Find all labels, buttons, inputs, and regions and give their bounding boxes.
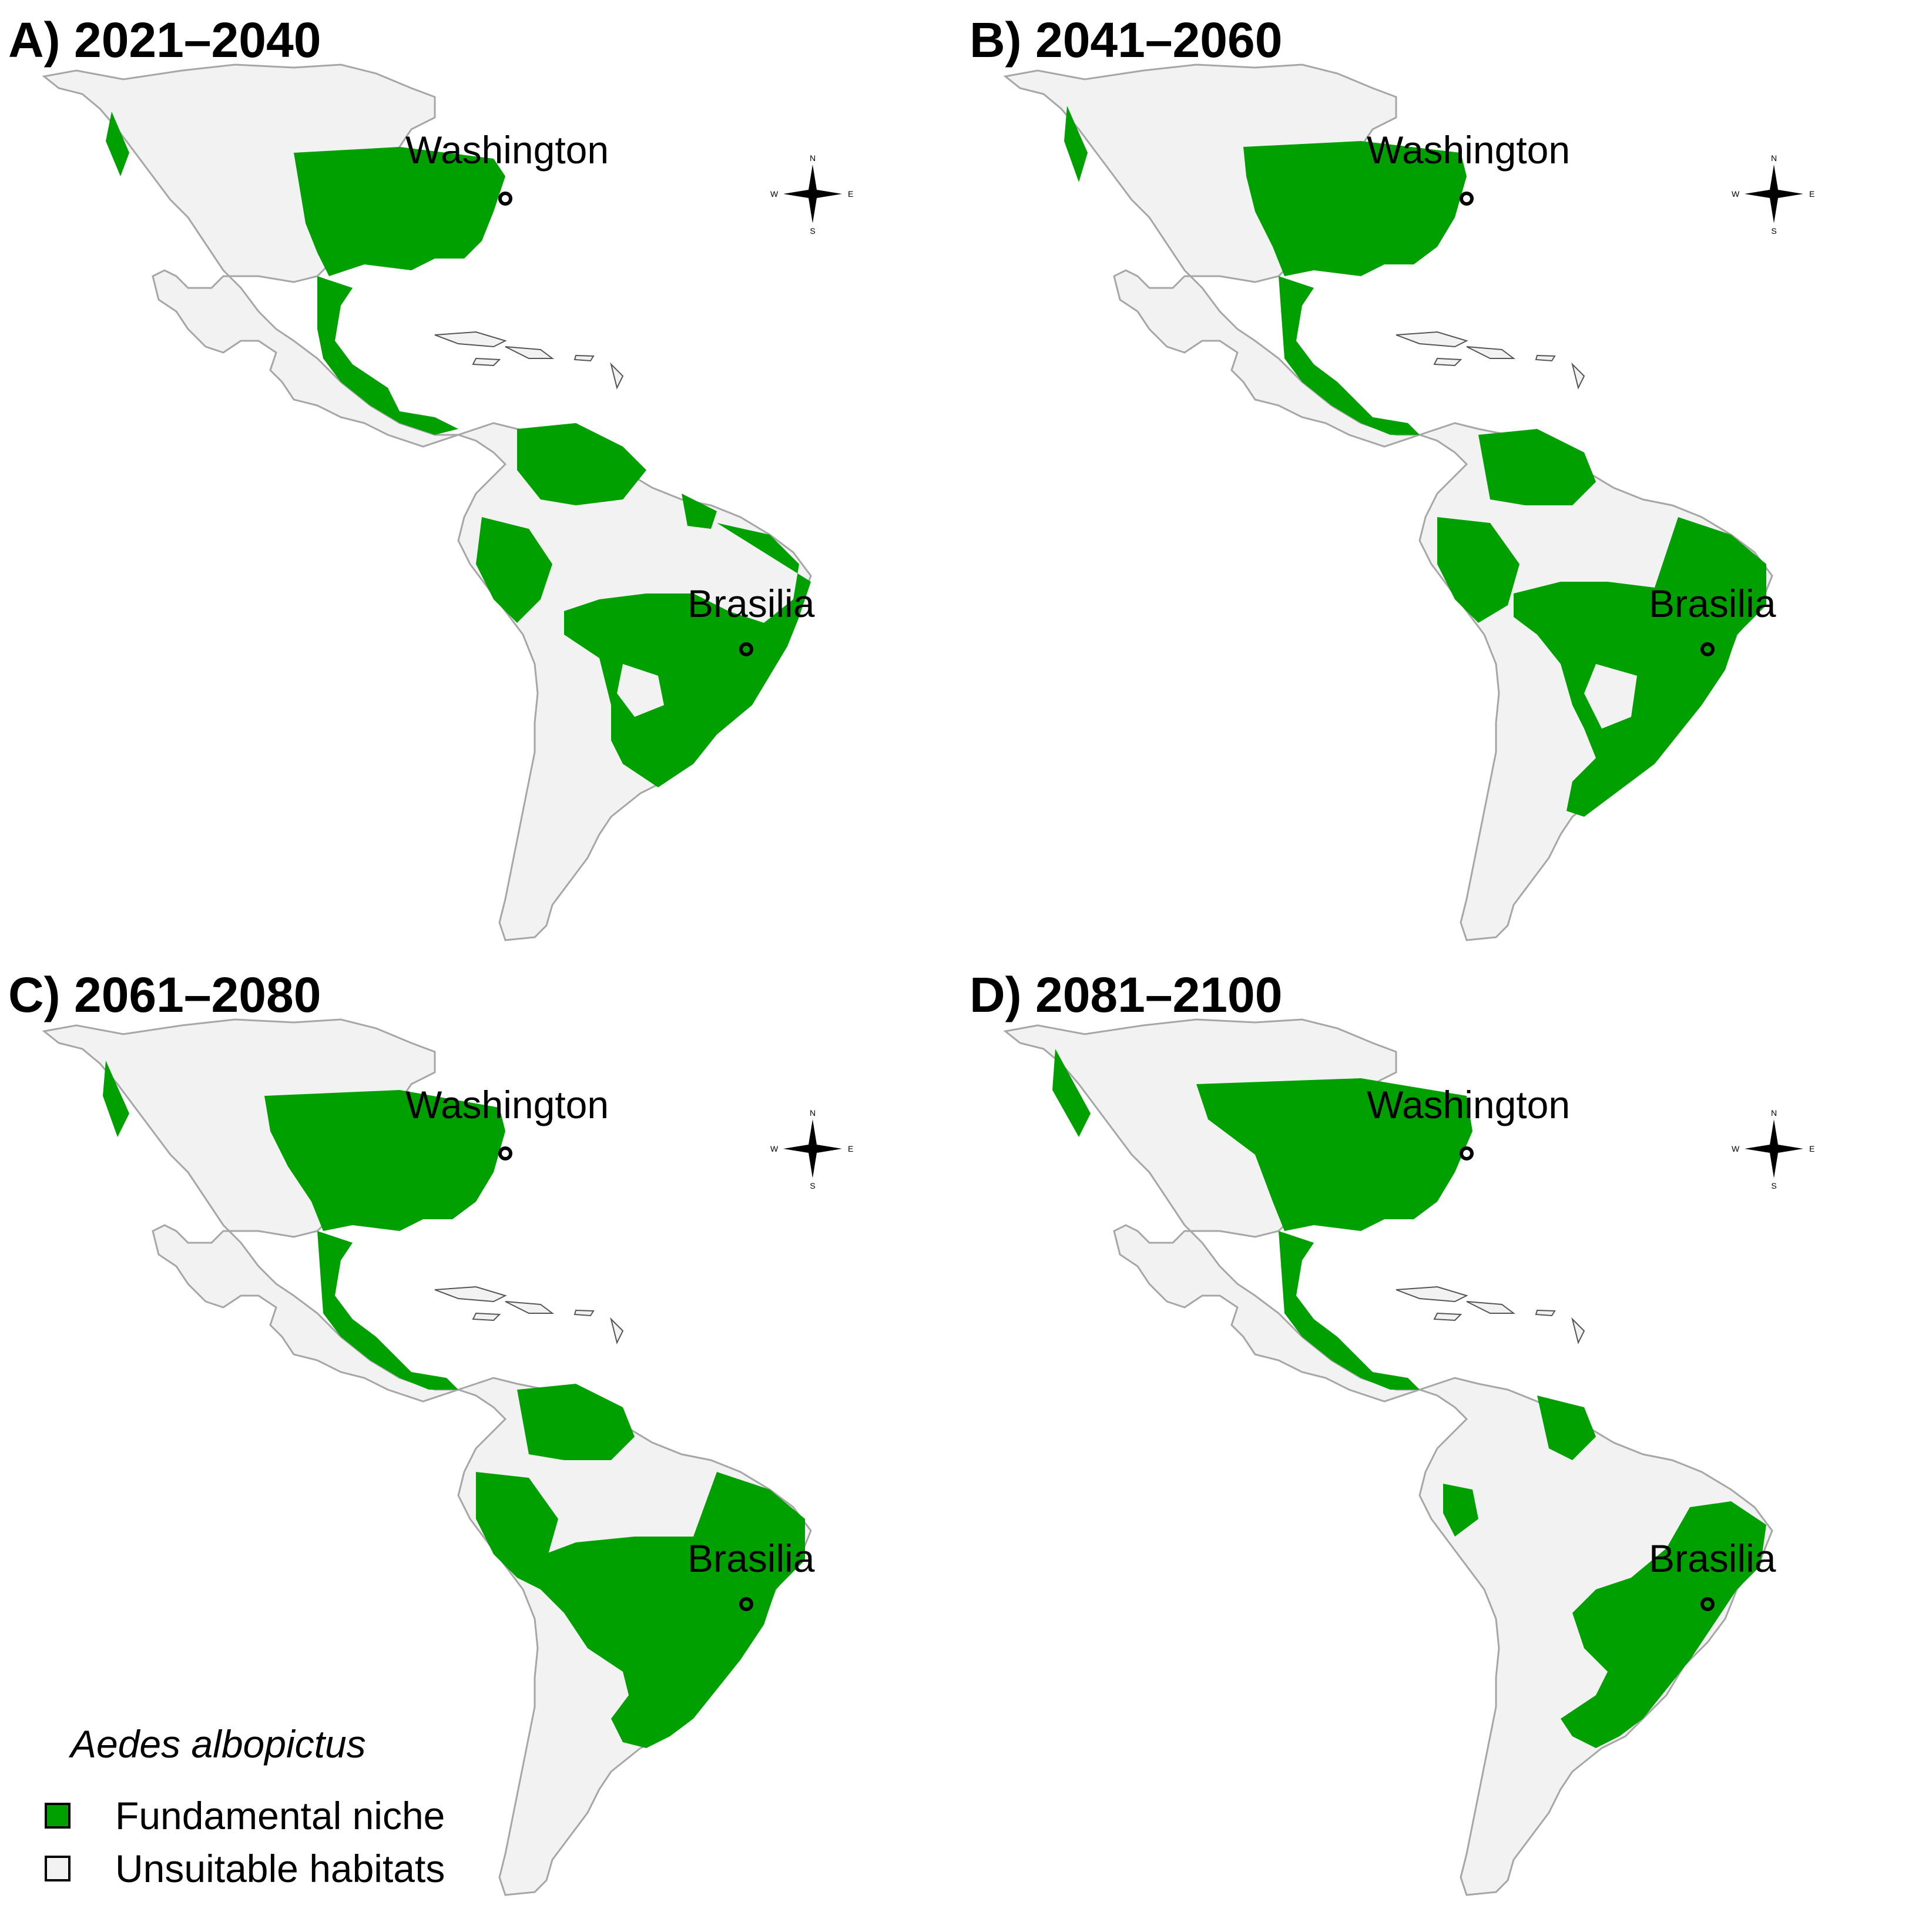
map-canvas: Washington Brasilia N S E W <box>1004 1018 1814 1896</box>
svg-text:W: W <box>1732 189 1740 199</box>
compass-rose-icon: N S E W <box>770 153 853 236</box>
svg-text:W: W <box>770 189 779 199</box>
city-marker-brasilia: Brasilia <box>1649 1537 1776 1611</box>
svg-text:E: E <box>1809 1144 1814 1153</box>
panel-title: D) 2081–2100 <box>970 967 1283 1022</box>
map-canvas: Washington Brasilia N S E W <box>43 63 853 941</box>
svg-text:W: W <box>1732 1144 1740 1153</box>
map-panel-a: A) 2021–2040 Washington Brasilia <box>0 0 961 964</box>
legend-swatch <box>45 1856 71 1881</box>
svg-text:S: S <box>1771 1181 1776 1190</box>
svg-text:S: S <box>810 1181 815 1190</box>
niche-area <box>1064 106 1766 817</box>
svg-text:N: N <box>810 1108 816 1118</box>
niche-area <box>106 112 811 787</box>
city-marker-washington: Washington <box>1367 128 1570 206</box>
city-marker-brasilia: Brasilia <box>687 1537 815 1611</box>
city-label: Washington <box>1367 128 1570 172</box>
city-label: Brasilia <box>687 582 815 625</box>
map-canvas: Washington Brasilia N S E W <box>43 1018 853 1896</box>
svg-text:E: E <box>848 189 853 199</box>
city-marker-washington: Washington <box>405 1083 609 1160</box>
map-panel-c: C) 2061–2080 Washington Brasilia <box>0 955 961 1918</box>
svg-text:E: E <box>848 1144 853 1153</box>
panel-title: B) 2041–2060 <box>970 12 1283 68</box>
legend-title: Aedes albopictus <box>71 1722 366 1766</box>
svg-text:N: N <box>810 153 816 163</box>
svg-text:S: S <box>810 226 815 236</box>
svg-text:E: E <box>1809 189 1814 199</box>
legend-label: Unsuitable habitats <box>115 1847 445 1890</box>
city-marker-brasilia: Brasilia <box>687 582 815 656</box>
city-marker-brasilia: Brasilia <box>1649 582 1776 656</box>
legend-label: Fundamental niche <box>115 1794 445 1837</box>
svg-text:N: N <box>1771 1108 1777 1118</box>
city-label: Brasilia <box>687 1537 815 1580</box>
city-label: Brasilia <box>1649 582 1776 625</box>
compass-rose-icon: N S E W <box>1732 1108 1814 1190</box>
city-marker-washington: Washington <box>405 128 609 206</box>
svg-text:W: W <box>770 1144 779 1153</box>
map-legend: Aedes albopictus Fundamental niche Unsui… <box>21 1722 550 1916</box>
city-label: Brasilia <box>1649 1537 1776 1580</box>
map-panel-d: D) 2081–2100 Washington Brasilia <box>961 955 1922 1918</box>
city-label: Washington <box>1367 1083 1570 1126</box>
compass-rose-icon: N S E W <box>1732 153 1814 236</box>
niche-area <box>1052 1049 1766 1748</box>
svg-text:S: S <box>1771 226 1776 236</box>
city-marker-washington: Washington <box>1367 1083 1570 1160</box>
city-label: Washington <box>405 1083 609 1126</box>
panel-title: A) 2021–2040 <box>8 12 321 68</box>
panel-title: C) 2061–2080 <box>8 967 321 1022</box>
city-label: Washington <box>405 128 609 172</box>
legend-swatch <box>45 1803 71 1829</box>
niche-area <box>103 1061 805 1748</box>
compass-rose-icon: N S E W <box>770 1108 853 1190</box>
map-canvas: Washington Brasilia N S E W <box>1004 63 1814 941</box>
map-panel-b: B) 2041–2060 Washington Brasilia <box>961 0 1922 964</box>
svg-text:N: N <box>1771 153 1777 163</box>
